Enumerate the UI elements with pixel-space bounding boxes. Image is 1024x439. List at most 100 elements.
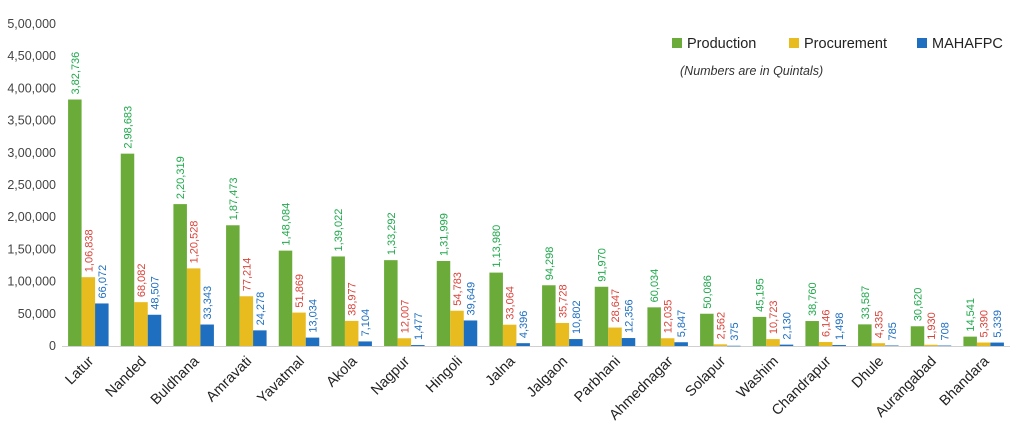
bar-procurement [450,310,464,346]
category-label: Washim [734,354,782,402]
data-label: 33,064 [505,286,517,320]
data-label: 708 [940,322,952,340]
bar-mahafpc [95,303,109,346]
bar-mahafpc [305,337,320,346]
data-label: 48,507 [150,276,162,310]
data-label: 68,082 [136,263,148,297]
data-label: 4,396 [518,311,530,339]
bar-procurement [134,302,148,346]
data-label: 5,847 [676,310,688,338]
bar-production [489,272,503,346]
y-tick-label: 50,000 [18,307,56,321]
y-tick-label: 3,00,000 [7,146,56,160]
bar-production [120,153,135,346]
category-label: Akola [324,353,362,391]
data-label: 13,034 [308,299,320,333]
bar-mahafpc [621,338,636,346]
legend-swatch-production [672,38,682,48]
y-tick-label: 2,00,000 [7,210,56,224]
data-label: 14,541 [965,298,977,332]
data-label: 1,930 [926,312,938,340]
bar-procurement [660,338,675,346]
bar-mahafpc [200,324,214,346]
data-label: 6,146 [821,310,833,338]
data-label: 54,783 [452,272,464,306]
bar-production [910,326,925,346]
bar-production [68,99,82,347]
data-label: 28,647 [610,289,622,323]
data-label: 4,335 [873,311,885,339]
data-label: 66,072 [97,265,109,299]
bar-production [331,256,345,346]
data-label: 38,760 [807,282,819,316]
data-label: 2,98,683 [123,106,135,149]
units-note: (Numbers are in Quintals) [680,64,823,78]
data-label: 1,39,022 [333,209,345,252]
data-label: 1,48,084 [281,203,293,246]
bar-production [805,321,819,346]
bar-procurement [292,312,306,346]
data-label: 60,034 [649,269,661,303]
legend-label-mahafpc: MAHAFPC [932,36,1003,52]
bar-procurement [239,296,254,346]
data-label: 1,477 [413,313,425,341]
bar-procurement [976,342,991,346]
bar-production [858,324,872,346]
data-label: 33,587 [860,286,872,320]
bar-mahafpc [463,320,478,346]
data-label: 24,278 [255,292,267,326]
bar-mahafpc [727,345,741,347]
y-tick-label: 4,00,000 [7,81,56,95]
data-label: 1,20,528 [189,221,201,264]
bar-mahafpc [937,345,952,347]
legend-swatch-mahafpc [917,38,927,48]
data-label: 12,356 [624,299,636,333]
category-label: Buldhana [148,353,203,408]
data-label: 30,620 [913,288,925,322]
data-label: 7,104 [360,309,372,337]
y-axis: 0 50,000 1,00,000 1,50,000 2,00,000 2,50,000 3… [7,17,1010,353]
y-tick-label: 1,00,000 [7,275,56,289]
bar-procurement [766,339,780,346]
y-tick-label: 1,50,000 [7,242,56,256]
bar-production [752,316,767,346]
data-label: 12,007 [399,300,411,334]
data-label: 12,035 [663,300,675,334]
bar-procurement [502,324,517,346]
data-label: 785 [887,322,899,340]
data-label: 51,869 [294,274,306,308]
data-label: 2,130 [782,312,794,340]
bar-mahafpc [832,345,846,346]
data-label: 1,33,292 [386,212,398,255]
bar-mahafpc [253,330,267,346]
legend-label-procurement: Procurement [804,36,887,52]
data-label: 2,562 [715,312,727,340]
data-label: 39,649 [466,282,478,316]
y-tick-label: 3,50,000 [7,114,56,128]
bar-procurement [871,343,886,346]
data-label: 1,13,980 [491,225,503,268]
bar-production [700,313,714,346]
category-label: Hingoli [423,354,466,397]
bar-production [963,336,977,346]
bar-mahafpc [358,341,372,346]
bar-procurement [81,277,96,346]
bar-production [173,204,187,346]
data-label: 35,728 [557,284,569,318]
bar-procurement [608,327,622,346]
data-label: 375 [729,322,741,340]
y-tick-label: 0 [49,339,56,353]
bar-production [647,307,661,346]
category-label: Dhule [849,354,887,392]
data-label: 45,195 [755,278,767,312]
category-label: Yavatmal [255,354,308,407]
y-tick-label: 5,00,000 [7,17,56,31]
category-label: Parbhani [571,354,623,406]
category-label: Jalna [483,353,519,389]
bar-production [436,260,451,346]
category-label: Nagpur [368,353,413,398]
bar-procurement [344,320,359,346]
data-label: 77,214 [241,258,253,292]
